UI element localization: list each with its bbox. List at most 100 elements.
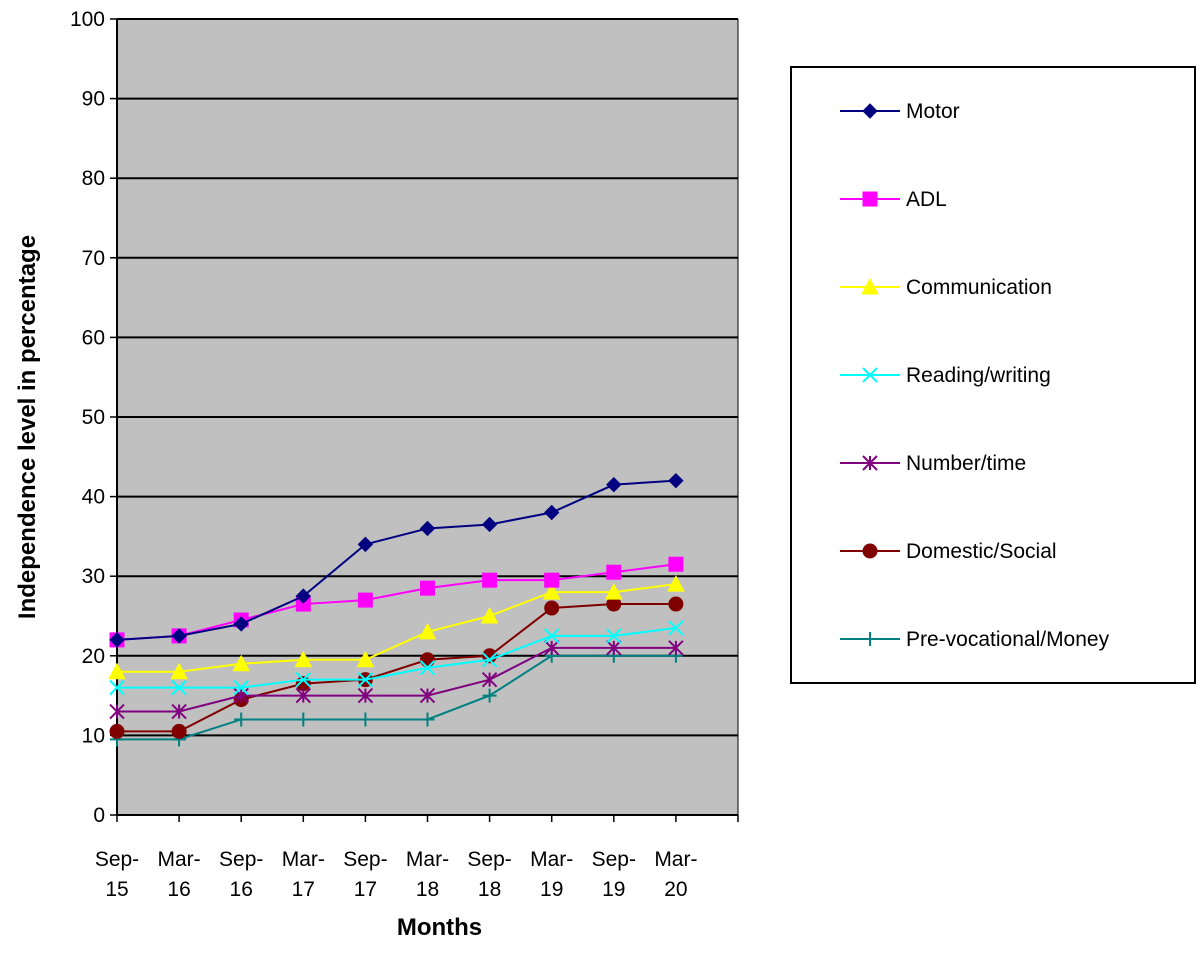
data-point [232,654,251,672]
series-line [116,563,677,641]
y-tick-label: 30 [82,565,105,588]
data-point [604,583,623,600]
x-axis-title: Months [397,914,482,941]
y-axis-title: Independence level in percentage [14,235,41,619]
series-line [117,626,677,689]
data-point [606,628,622,644]
series-motor [109,472,684,648]
y-tick-label: 40 [82,486,105,509]
x-tick-label: Sep- [592,848,636,871]
legend-marker [862,191,878,207]
data-point [295,687,312,704]
legend-label: Reading/writing [906,364,1051,387]
x-tick-label: 17 [354,878,377,901]
data-point [171,703,187,720]
data-point [295,671,312,688]
series-line [116,479,676,641]
data-point [109,703,125,720]
data-point [480,606,499,624]
data-point [668,620,684,636]
data-point [296,712,311,727]
data-point [606,476,622,493]
data-point [109,723,125,739]
data-point [668,640,684,656]
data-point [606,640,622,656]
data-point [482,572,498,588]
data-point [109,632,125,648]
data-point [171,628,187,644]
data-point [543,628,560,644]
legend-item: Number/time [840,452,1026,475]
x-tick-label: Mar- [282,848,325,871]
legend: Motor ADL Communication Reading/writing Numb… [790,66,1196,684]
legend-item: Communication [840,276,1052,299]
legend-label: Domestic/Social [906,540,1057,563]
data-point [419,660,436,676]
data-point [108,662,126,680]
legend-label: ADL [906,188,947,211]
data-point [481,516,498,533]
x-tick-label: Mar- [406,848,449,871]
data-point [420,580,435,596]
data-point [357,536,374,553]
data-point [233,679,249,696]
legend-marker [862,367,878,383]
series-communication [108,575,685,680]
data-point [109,679,125,696]
data-point [419,687,436,704]
data-point [544,572,560,588]
x-tick-label: 18 [478,878,501,901]
data-point [481,652,498,668]
legend-item: Reading/writing [840,364,1051,387]
data-point [543,640,560,656]
data-point [668,556,684,572]
y-tick-label: 100 [70,8,105,31]
legend-label: Motor [906,100,960,123]
legend-label: Number/time [906,452,1026,475]
legend-items: Motor ADL Communication Reading/writing Numb… [840,100,1110,651]
series-line [117,654,676,741]
data-point [481,671,498,688]
y-tick-label: 70 [82,247,105,270]
x-tick-label: Mar- [654,848,697,871]
x-tick-label: Sep- [95,848,139,871]
x-tick-label: 15 [105,878,128,901]
legend-item: Motor [840,100,960,123]
data-point [294,650,313,668]
data-point [542,583,561,600]
x-tick-label: 19 [540,878,563,901]
series-line [117,603,676,733]
y-tick-label: 80 [82,167,105,190]
legend-item: Domestic/Social [840,540,1057,563]
data-point [482,688,497,703]
series-reading-writing [109,620,684,696]
data-point [606,564,622,580]
data-point [171,679,187,696]
legend-marker [861,277,879,295]
x-tick-label: Sep- [219,848,263,871]
x-tick-label: 19 [602,878,625,901]
x-tick-label: Mar- [530,848,573,871]
data-point [234,712,249,727]
axes: 0 10 20 30 40 50 60 70 80 90 100 Sep- 15 Mar- 16 Sep- 16… [70,8,739,901]
series-line [117,583,677,673]
legend-marker [862,455,878,471]
legend-label: Communication [906,276,1052,299]
legend-marker [862,103,878,119]
series-line [117,646,676,713]
data-point [295,588,312,604]
data-point [668,472,684,489]
y-tick-label: 50 [82,406,105,429]
x-tick-label: Sep- [343,848,387,871]
legend-marker [863,632,877,646]
y-tick-label: 0 [93,804,105,827]
y-tick-label: 60 [82,326,105,349]
y-tick-label: 20 [82,645,105,668]
data-point [358,712,373,727]
x-tick-label: Sep- [467,848,511,871]
data-point [171,723,187,739]
x-tick-label: Mar- [158,848,201,871]
y-tick-label: 10 [82,724,105,747]
data-point [418,622,437,640]
